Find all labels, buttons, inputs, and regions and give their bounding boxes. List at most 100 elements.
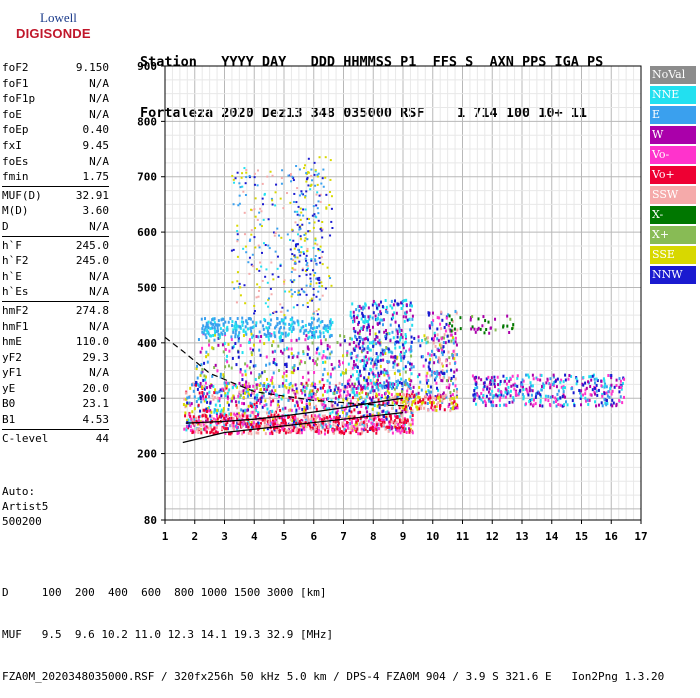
echo-point — [221, 332, 224, 336]
echo-point — [374, 359, 377, 363]
echo-point — [426, 340, 429, 344]
echo-point — [315, 330, 318, 334]
echo-point — [439, 405, 442, 409]
echo-point — [414, 401, 417, 405]
echo-point — [230, 423, 233, 427]
echo-point — [384, 396, 387, 400]
echo-point — [409, 367, 412, 371]
echo-point — [350, 384, 353, 388]
echo-point — [580, 389, 583, 393]
echo-point — [267, 422, 270, 426]
echo-point — [415, 392, 418, 396]
echo-point — [301, 320, 304, 324]
echo-point — [430, 373, 433, 377]
echo-point — [296, 243, 299, 246]
echo-point — [387, 374, 390, 378]
echo-point — [578, 389, 581, 393]
echo-point — [362, 414, 365, 418]
echo-point — [332, 405, 335, 409]
echo-point — [436, 337, 439, 341]
echo-point — [400, 356, 403, 360]
echo-point — [256, 184, 259, 187]
param-key: B0 — [2, 397, 16, 411]
echo-point — [372, 340, 375, 344]
echo-point — [502, 394, 505, 398]
echo-point — [313, 221, 316, 224]
echo-point — [364, 416, 367, 420]
echo-point — [474, 376, 477, 380]
echo-point — [353, 391, 356, 395]
echo-point — [279, 429, 282, 433]
echo-point — [309, 277, 312, 280]
echo-point — [366, 429, 369, 433]
echo-point — [488, 399, 491, 403]
echo-point — [363, 423, 366, 427]
echo-point — [454, 340, 457, 344]
echo-point — [221, 343, 224, 347]
footer: D 100 200 400 600 800 1000 1500 3000 [km… — [2, 558, 664, 698]
echo-point — [440, 346, 443, 350]
echo-point — [367, 315, 370, 319]
echo-point — [305, 259, 308, 262]
echo-point — [341, 371, 344, 375]
echo-point — [238, 182, 241, 185]
echo-point — [216, 409, 219, 413]
echo-point — [254, 426, 257, 430]
echo-point — [294, 243, 297, 246]
echo-point — [355, 308, 358, 312]
echo-point — [315, 430, 318, 434]
echo-point — [418, 405, 421, 409]
echo-point — [347, 392, 350, 396]
echo-point — [385, 384, 388, 388]
echo-point — [348, 342, 351, 346]
echo-point — [401, 299, 404, 303]
echo-point — [367, 306, 370, 310]
echo-point — [589, 393, 592, 397]
x-tick-label: 6 — [310, 530, 317, 543]
echo-point — [338, 390, 341, 394]
echo-point — [417, 339, 420, 343]
echo-point — [314, 414, 317, 418]
echo-point — [386, 402, 389, 406]
echo-point — [310, 428, 313, 432]
echo-point — [452, 341, 455, 345]
echo-point — [448, 386, 451, 390]
echo-point — [301, 419, 304, 423]
echo-point — [223, 412, 226, 416]
echo-point — [398, 420, 401, 424]
echo-point — [213, 431, 216, 435]
echo-point — [277, 403, 280, 407]
echo-point — [377, 414, 380, 418]
echo-point — [331, 429, 334, 433]
echo-point — [317, 414, 320, 418]
echo-point — [476, 393, 479, 397]
echo-point — [224, 418, 227, 422]
x-tick-label: 2 — [191, 530, 198, 543]
echo-point — [409, 328, 412, 332]
echo-point — [372, 299, 375, 303]
echo-point — [285, 374, 288, 378]
echo-point — [329, 320, 332, 324]
echo-point — [377, 371, 380, 375]
echo-point — [311, 214, 314, 217]
param-value: 20.0 — [82, 381, 110, 395]
param-key: h`F2 — [2, 254, 29, 268]
echo-point — [270, 378, 273, 382]
echo-point — [209, 426, 212, 430]
echo-point — [363, 378, 366, 382]
echo-point — [199, 373, 202, 377]
echo-point — [205, 386, 208, 390]
echo-point — [346, 421, 349, 425]
echo-point — [396, 399, 399, 403]
echo-point — [332, 431, 335, 435]
echo-point — [316, 243, 319, 246]
echo-point — [363, 359, 366, 363]
echo-point — [362, 420, 365, 424]
echo-point — [310, 417, 313, 421]
echo-point — [257, 411, 260, 415]
echo-point — [282, 318, 285, 322]
echo-point — [225, 423, 228, 427]
echo-point — [242, 334, 245, 338]
echo-point — [258, 348, 261, 352]
echo-point — [352, 363, 355, 367]
